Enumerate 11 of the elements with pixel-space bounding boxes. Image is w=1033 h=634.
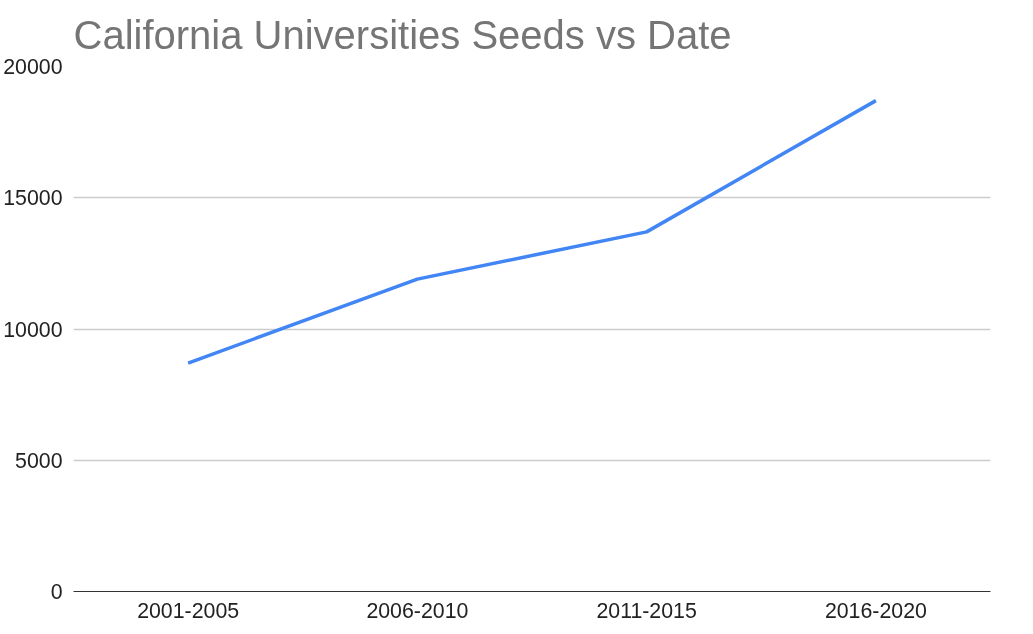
y-tick-label: 15000 (3, 186, 63, 211)
x-tick-label: 2011-2015 (596, 598, 697, 623)
y-tick-label: 5000 (15, 448, 63, 473)
x-tick-label: 2006-2010 (366, 598, 469, 623)
chart-title: California Universities Seeds vs Date (73, 12, 732, 57)
x-tick-label: 2016-2020 (824, 598, 928, 623)
line-series (186, 98, 878, 365)
y-tick-label: 20000 (3, 55, 63, 79)
x-tick-label: 2001-2005 (137, 598, 240, 623)
y-tick-label: 0 (50, 580, 63, 604)
y-tick-label: 10000 (3, 317, 63, 342)
